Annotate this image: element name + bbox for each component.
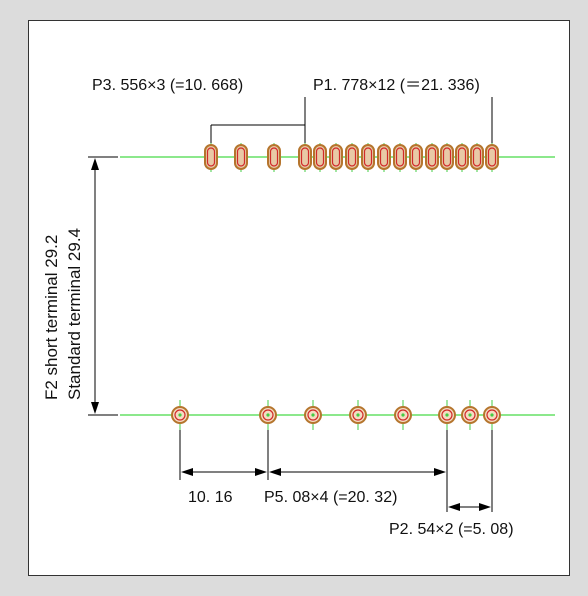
top-pad (485, 143, 499, 172)
top-left-pitch-label: P3. 556×3 (=10. 668) (92, 77, 243, 94)
side-label-f2: F2 short terminal 29.2 (42, 235, 61, 400)
dim-10-16-arrow-left (181, 468, 193, 476)
top-pad (298, 143, 312, 172)
vertical-arrow-bottom (91, 402, 99, 414)
bottom-pad-row (171, 400, 501, 430)
bottom-pad (171, 400, 189, 430)
dim-p254-arrow-right (479, 503, 491, 511)
bottom-pad (438, 400, 456, 430)
top-pad (204, 143, 218, 172)
top-pad (409, 143, 423, 172)
top-pad-row (204, 143, 499, 172)
side-label-standard: Standard terminal 29.4 (65, 228, 84, 400)
bottom-pad (394, 400, 412, 430)
drawing-panel (28, 20, 570, 576)
top-pad (455, 143, 469, 172)
top-pad (345, 143, 359, 172)
vertical-arrow-top (91, 158, 99, 170)
bottom-pad (483, 400, 501, 430)
bottom-mid-pitch-label: P5. 08×4 (=20. 32) (264, 489, 397, 506)
top-pad (313, 143, 327, 172)
bottom-pad (461, 400, 479, 430)
bottom-pad (259, 400, 277, 430)
bottom-pad (349, 400, 367, 430)
top-pad (234, 143, 248, 172)
bottom-right-pitch-label: P2. 54×2 (=5. 08) (389, 521, 514, 538)
top-pad (393, 143, 407, 172)
top-pad (470, 143, 484, 172)
top-pad (329, 143, 343, 172)
dim-p508-arrow-right (434, 468, 446, 476)
top-pad (377, 143, 391, 172)
dim-10-16-arrow-right (255, 468, 267, 476)
top-pad (267, 143, 281, 172)
dim-p508-arrow-left (269, 468, 281, 476)
top-pad (425, 143, 439, 172)
top-right-pitch-label: P1. 778×12 (＝21. 336) (313, 77, 480, 94)
dim-p254-arrow-left (448, 503, 460, 511)
bottom-pad (304, 400, 322, 430)
top-pad (361, 143, 375, 172)
bottom-left-dim-label: 10. 16 (188, 489, 233, 506)
top-pad (440, 143, 454, 172)
